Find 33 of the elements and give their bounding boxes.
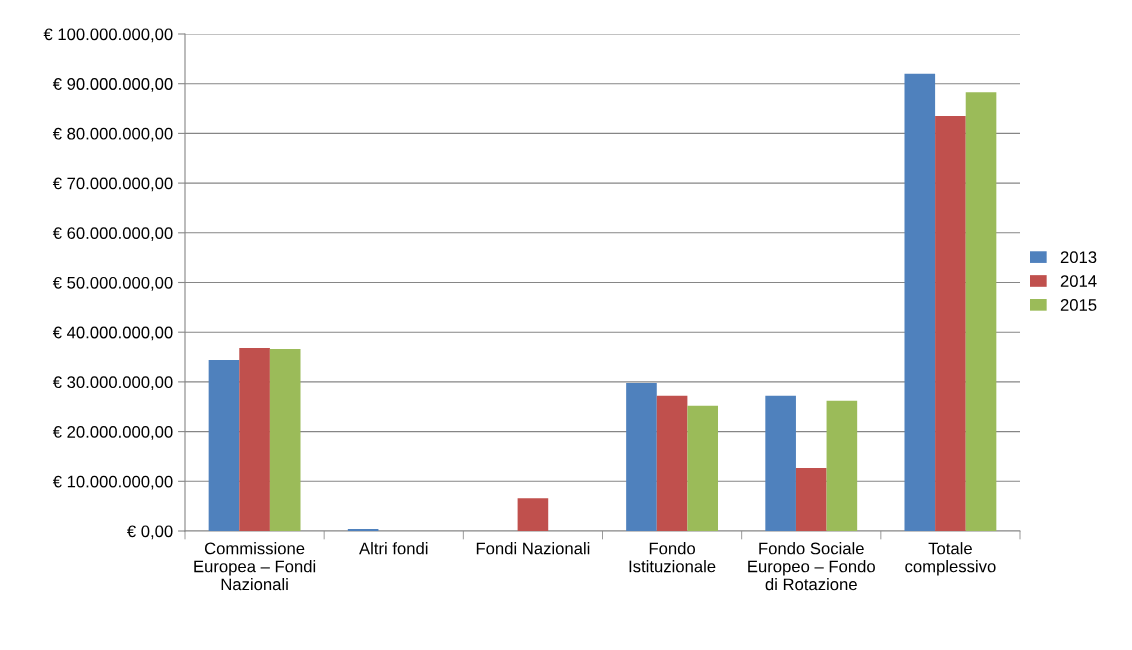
y-tick-label: € 80.000.000,00 [52,127,173,142]
y-tick-label: € 20.000.000,00 [52,426,173,440]
legend-label: 2015 [1060,299,1097,311]
x-tick-label: Fondo Istituzionale [629,542,716,573]
y-tick-label: € 0,00 [126,525,173,540]
bar [208,360,240,531]
y-tick-label: € 50.000.000,00 [52,276,173,291]
y-tick-label: € 10.000.000,00 [52,475,173,490]
bar [765,395,796,531]
x-tick-label: Commissione Europea – Fondi Nazionali [194,542,316,591]
y-tick-label: € 70.000.000,00 [52,177,173,192]
y-tick-label: € 60.000.000,00 [52,227,173,241]
y-tick-label: € 90.000.000,00 [52,78,173,92]
bar [687,405,719,531]
x-tick-label: Fondo Sociale Europeo – Fondo di Rotazione [748,542,875,591]
legend-label: 2014 [1060,275,1097,287]
legend-label: 2013 [1060,251,1097,264]
x-tick-label: Totale complessivo [905,542,996,576]
bar [826,400,858,531]
bar [269,349,301,531]
x-tick-label: Fondi Nazionali [476,542,590,555]
y-tick-label: € 100.000.000,00 [43,28,173,43]
bar [656,395,688,531]
bar [239,348,270,531]
bar [517,498,549,531]
bar [904,73,936,531]
bar [935,116,966,531]
bar [626,382,657,531]
y-tick-label: € 30.000.000,00 [52,376,173,391]
x-tick-label: Altri fondi [359,542,428,555]
bar [965,92,997,531]
y-tick-label: € 40.000.000,00 [52,326,173,341]
bar [795,467,827,531]
